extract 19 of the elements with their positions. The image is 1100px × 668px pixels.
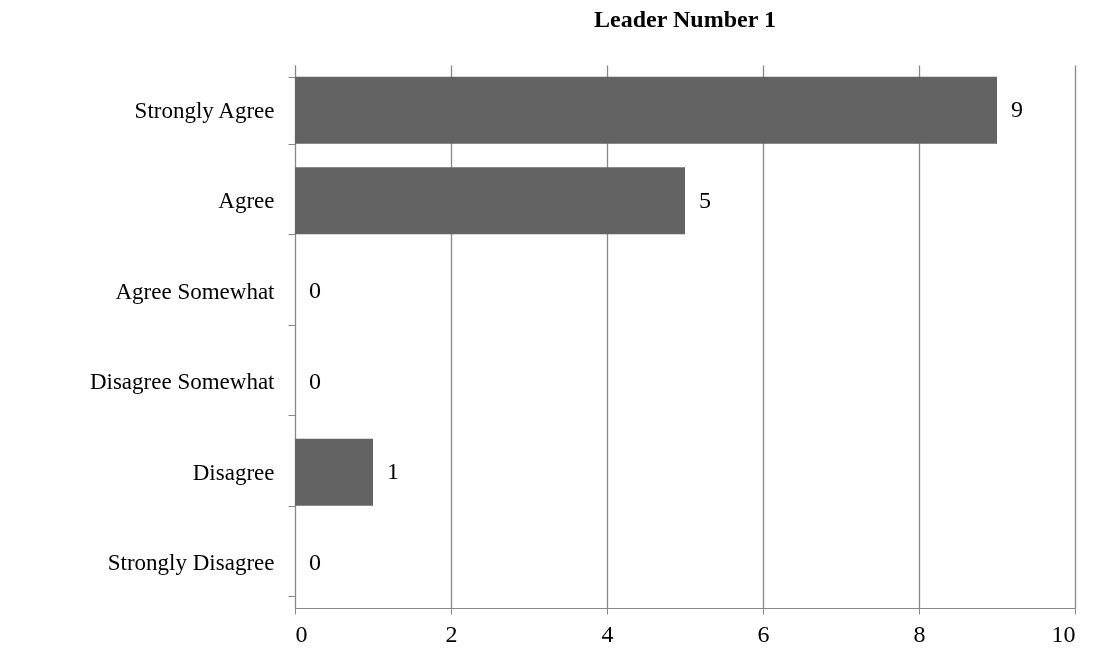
y-tick-label: Disagree [192, 459, 275, 485]
y-tick-label: Agree [218, 188, 275, 214]
data-label: 0 [309, 548, 321, 575]
data-label: 0 [309, 277, 321, 304]
y-tick-label: Strongly Agree [134, 97, 275, 123]
data-label: 0 [309, 367, 321, 394]
data-label: 9 [1011, 96, 1023, 123]
y-tick-label: Strongly Disagree [107, 550, 275, 576]
y-tick-label: Disagree Somewhat [89, 369, 276, 395]
x-tick-label: 8 [913, 620, 926, 647]
chart-title: Leader Number 1 [594, 6, 776, 32]
data-label: 1 [387, 458, 399, 485]
data-label: 5 [699, 186, 711, 213]
x-tick-label: 6 [757, 620, 770, 647]
x-tick-label: 2 [445, 620, 458, 647]
x-tick-label: 10 [1051, 620, 1076, 647]
y-tick-label: Agree Somewhat [115, 278, 276, 304]
x-tick-label: 0 [295, 620, 308, 647]
x-tick-label: 4 [601, 620, 614, 647]
